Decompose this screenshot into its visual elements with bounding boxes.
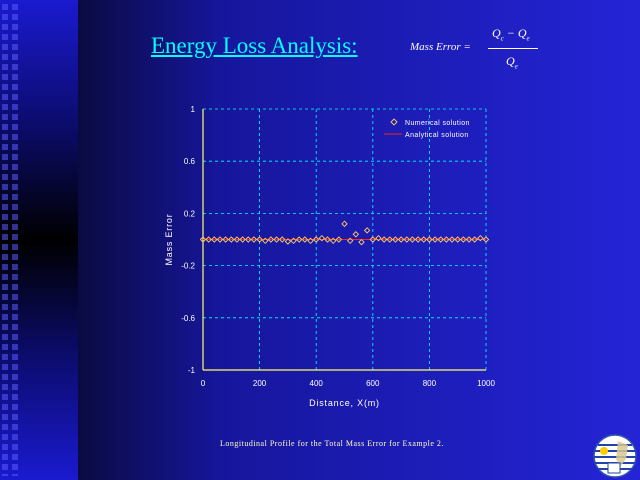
formula-numerator: Qc − Qe xyxy=(492,26,530,43)
numerical-point xyxy=(239,236,246,243)
numerical-point xyxy=(448,236,456,243)
numerical-point xyxy=(409,236,416,243)
numerical-point xyxy=(216,236,224,243)
figure-caption: Longitudinal Profile for the Total Mass … xyxy=(220,439,444,448)
legend-label-analytical: Analytical solution xyxy=(405,132,469,139)
numerical-point xyxy=(267,236,275,243)
numerical-point xyxy=(465,236,473,243)
numerical-point xyxy=(262,237,269,245)
numerical-point xyxy=(233,236,241,243)
numerical-point xyxy=(222,236,229,243)
numerical-point xyxy=(211,236,218,243)
y-tick-label: 0.6 xyxy=(184,157,196,166)
numerical-point xyxy=(420,236,427,243)
numerical-point xyxy=(358,238,365,246)
university-logo-icon xyxy=(593,434,637,478)
numerical-point xyxy=(392,236,399,243)
slide-title: Energy Loss Analysis: xyxy=(151,33,358,58)
numerical-point xyxy=(363,227,371,234)
y-tick-label: 1 xyxy=(191,105,196,114)
numerical-point xyxy=(256,236,263,243)
numerical-point xyxy=(318,234,326,242)
x-tick-label: 0 xyxy=(201,379,206,388)
numerical-point xyxy=(477,234,484,242)
y-axis-label: Mass Error xyxy=(164,213,174,265)
numerical-point xyxy=(454,236,461,243)
numerical-point xyxy=(482,236,490,243)
numerical-point xyxy=(273,236,280,243)
numerical-point xyxy=(312,236,320,243)
numerical-point xyxy=(460,236,467,243)
numerical-point xyxy=(307,237,314,245)
numerical-point xyxy=(386,236,394,243)
numerical-point xyxy=(335,236,343,243)
numerical-point xyxy=(290,237,297,245)
numerical-point xyxy=(250,236,258,243)
numerical-point xyxy=(352,231,360,238)
numerical-point xyxy=(205,236,212,243)
numerical-point xyxy=(426,236,433,243)
y-tick-label: 0.2 xyxy=(184,209,196,218)
x-tick-label: 400 xyxy=(310,379,324,388)
numerical-point xyxy=(443,236,450,243)
numerical-point xyxy=(295,236,303,243)
numerical-point xyxy=(279,236,286,243)
numerical-point xyxy=(329,237,337,245)
numerical-point xyxy=(375,234,382,242)
y-tick-label: -0.2 xyxy=(181,262,195,271)
formula-fraction-bar xyxy=(488,48,538,49)
numerical-point xyxy=(301,236,309,243)
numerical-point xyxy=(369,236,377,243)
y-tick-label: -0.6 xyxy=(181,314,195,323)
numerical-point xyxy=(414,236,422,243)
numerical-point xyxy=(228,236,235,243)
formula-lhs: Mass Error = xyxy=(410,41,471,53)
numerical-point xyxy=(346,237,354,245)
legend-marker-numerical xyxy=(390,118,398,126)
numerical-point xyxy=(437,236,444,243)
numerical-point xyxy=(199,236,207,243)
numerical-point xyxy=(245,236,252,243)
x-tick-label: 200 xyxy=(253,379,267,388)
x-axis-label: Distance, X(m) xyxy=(309,398,380,408)
x-tick-label: 800 xyxy=(423,379,437,388)
y-tick-label: -1 xyxy=(188,366,196,375)
numerical-point xyxy=(471,236,478,243)
formula-denominator: Qe xyxy=(506,54,518,71)
mass-error-formula: Mass Error = Qc − Qe Qe xyxy=(408,26,538,78)
numerical-point xyxy=(403,236,410,243)
x-tick-label: 1000 xyxy=(477,379,495,388)
left-square-pattern xyxy=(2,4,22,476)
x-tick-label: 600 xyxy=(366,379,380,388)
numerical-point xyxy=(431,236,439,243)
numerical-point xyxy=(324,236,331,243)
numerical-point xyxy=(341,220,348,228)
legend-label-numerical: Numerical solution xyxy=(405,120,470,127)
numerical-point xyxy=(284,238,292,245)
numerical-point xyxy=(397,236,405,243)
numerical-point xyxy=(380,236,388,243)
